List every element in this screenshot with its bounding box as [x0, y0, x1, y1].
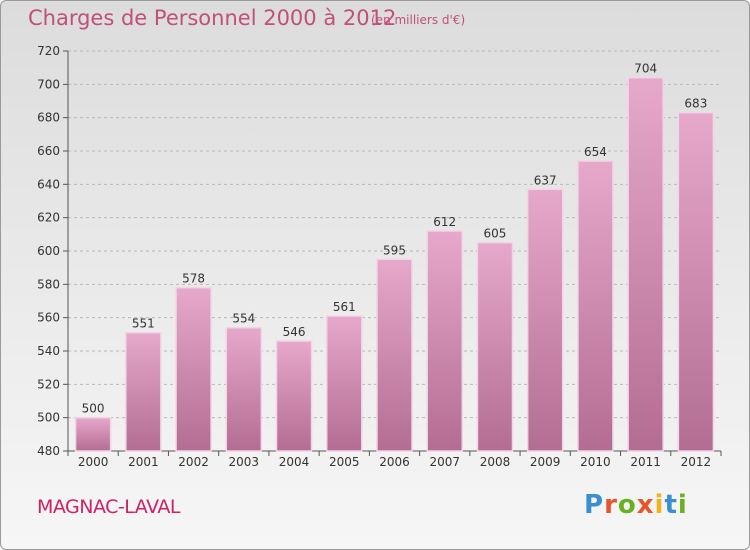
bar-2005: [326, 315, 363, 452]
data-label-2006: 595: [383, 243, 406, 257]
bar-2011: [627, 76, 664, 452]
y-tick-label: 560: [37, 311, 60, 325]
logo-letter: i: [654, 490, 665, 520]
bar-2000: [74, 416, 112, 452]
bar-2008: [476, 241, 514, 452]
y-tick-label: 700: [37, 77, 60, 91]
bar-2010: [577, 160, 614, 452]
logo-letter: r: [604, 490, 618, 520]
data-label-2000: 500: [82, 402, 105, 416]
chart-unit-label: (en milliers d'€): [371, 13, 466, 27]
bars: [74, 76, 715, 452]
data-label-2008: 605: [484, 227, 507, 241]
y-tick-label: 500: [37, 411, 60, 425]
x-tick-label-2004: 2004: [279, 455, 310, 469]
x-tick-label-2012: 2012: [681, 455, 712, 469]
bar-2001: [125, 331, 162, 452]
logo-letter: P: [584, 490, 605, 520]
bar-2003: [225, 326, 263, 452]
logo-letter: t: [664, 490, 678, 520]
x-tick-label-2002: 2002: [178, 455, 209, 469]
y-tick-label: 660: [37, 144, 60, 158]
x-tick-label-2000: 2000: [78, 455, 109, 469]
data-label-2011: 704: [634, 62, 657, 76]
data-label-2009: 637: [534, 173, 557, 187]
logo-letter: i: [677, 490, 688, 520]
bar-2012: [677, 111, 715, 452]
y-tick-label: 640: [37, 177, 60, 191]
y-tick-label: 520: [37, 377, 60, 391]
bar-2006: [376, 258, 413, 452]
bar-2009: [526, 188, 564, 452]
x-tick-label-2005: 2005: [329, 455, 360, 469]
axes: 480 500 520 540 560 580 600 620 640 660 680 700 720 2…: [37, 44, 722, 469]
y-tick-label: 720: [37, 44, 60, 58]
data-label-2012: 683: [684, 97, 707, 111]
commune-name: MAGNAC-LAVAL: [37, 496, 180, 518]
bar-2007: [426, 230, 463, 452]
y-tick-label: 620: [37, 211, 60, 225]
x-tick-label-2003: 2003: [229, 455, 260, 469]
x-tick-label-2007: 2007: [429, 455, 460, 469]
y-tick-label: 540: [37, 344, 60, 358]
x-tick-label-2011: 2011: [630, 455, 661, 469]
logo-letter: o: [617, 490, 637, 520]
bar-2004: [275, 340, 313, 452]
y-tick-label: 580: [37, 277, 60, 291]
x-tick-label-2009: 2009: [530, 455, 561, 469]
data-labels: 500 551 578 554 546 561 595 612 605 637 654 704 683: [82, 62, 708, 416]
data-label-2010: 654: [584, 145, 607, 159]
bar-2002: [175, 286, 212, 452]
data-label-2007: 612: [433, 215, 456, 229]
data-label-2005: 561: [333, 300, 356, 314]
y-tick-label: 600: [37, 244, 60, 258]
data-label-2001: 551: [132, 317, 155, 331]
data-label-2002: 578: [182, 272, 205, 286]
logo-letter: x: [636, 490, 655, 520]
chart-title: Charges de Personnel 2000 à 2012: [28, 6, 397, 30]
x-tick-label-2010: 2010: [580, 455, 611, 469]
y-tick-label: 480: [37, 444, 60, 458]
x-tick-label-2008: 2008: [480, 455, 511, 469]
x-tick-label-2006: 2006: [379, 455, 410, 469]
x-tick-label-2001: 2001: [128, 455, 159, 469]
data-label-2004: 546: [283, 325, 306, 339]
y-tick-label: 680: [37, 111, 60, 125]
proxiti-logo[interactable]: Proxiti: [584, 490, 688, 520]
data-label-2003: 554: [232, 312, 255, 326]
